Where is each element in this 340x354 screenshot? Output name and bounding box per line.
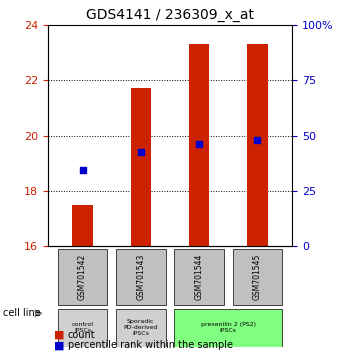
Text: control
IPSCs: control IPSCs xyxy=(72,322,94,333)
Bar xyxy=(72,205,93,246)
Text: GSM701545: GSM701545 xyxy=(253,254,262,300)
FancyBboxPatch shape xyxy=(233,249,282,305)
FancyBboxPatch shape xyxy=(174,249,224,305)
FancyBboxPatch shape xyxy=(116,249,166,305)
Text: GSM701543: GSM701543 xyxy=(136,254,146,300)
Point xyxy=(80,167,85,173)
FancyBboxPatch shape xyxy=(58,249,107,305)
Text: GSM701542: GSM701542 xyxy=(78,254,87,300)
Bar xyxy=(189,44,209,246)
FancyBboxPatch shape xyxy=(58,309,107,347)
Point xyxy=(197,141,202,147)
Text: presenilin 2 (PS2)
iPSCs: presenilin 2 (PS2) iPSCs xyxy=(201,322,256,333)
Point xyxy=(255,137,260,143)
Text: count: count xyxy=(68,330,96,339)
Text: ■: ■ xyxy=(54,340,65,350)
Point xyxy=(138,149,143,155)
Title: GDS4141 / 236309_x_at: GDS4141 / 236309_x_at xyxy=(86,8,254,22)
Bar xyxy=(131,88,151,246)
FancyBboxPatch shape xyxy=(116,309,166,347)
Text: ■: ■ xyxy=(54,330,65,339)
FancyBboxPatch shape xyxy=(174,309,282,347)
Text: Sporadic
PD-derived
iPSCs: Sporadic PD-derived iPSCs xyxy=(123,320,158,336)
Text: cell line: cell line xyxy=(3,308,41,318)
Text: percentile rank within the sample: percentile rank within the sample xyxy=(68,340,233,350)
Bar xyxy=(247,44,268,246)
Text: GSM701544: GSM701544 xyxy=(194,254,204,300)
